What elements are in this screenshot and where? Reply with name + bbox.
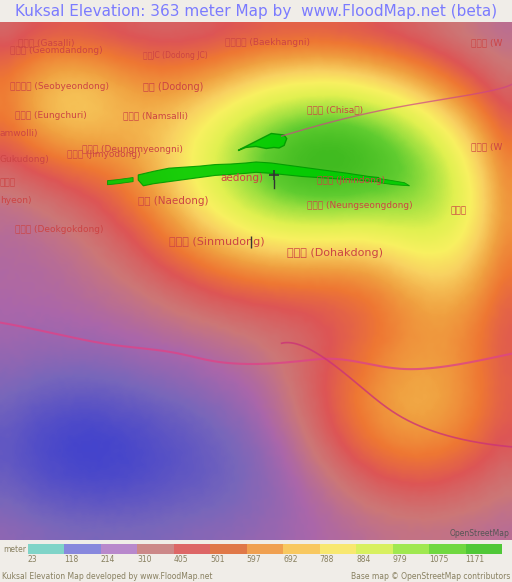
- Text: 1171: 1171: [465, 555, 485, 564]
- Text: 오작리 (Gasalli): 오작리 (Gasalli): [18, 38, 74, 47]
- Polygon shape: [379, 179, 410, 186]
- Text: 신원리 (W: 신원리 (W: [471, 142, 502, 151]
- Text: 405: 405: [174, 555, 188, 564]
- Text: Base map © OpenStreetMap contributors: Base map © OpenStreetMap contributors: [351, 572, 510, 581]
- Text: 118: 118: [65, 555, 79, 564]
- Text: 도학동 (Dohakdong): 도학동 (Dohakdong): [287, 247, 383, 258]
- Text: 진인동 (Jinindong): 진인동 (Jinindong): [317, 176, 386, 184]
- Bar: [247, 544, 283, 554]
- Bar: [137, 544, 174, 554]
- Text: 979: 979: [393, 555, 407, 564]
- Bar: [174, 544, 210, 554]
- Text: 남워리: 남워리: [0, 178, 16, 187]
- Text: 신무동 (Sinmudong): 신무동 (Sinmudong): [169, 237, 265, 247]
- Bar: [319, 544, 356, 554]
- Text: 지모동 (Jimyodong): 지모동 (Jimyodong): [67, 150, 140, 159]
- Text: aedong): aedong): [220, 172, 263, 183]
- Polygon shape: [108, 178, 133, 184]
- Text: 응추리 (Eungchuri): 응추리 (Eungchuri): [15, 111, 87, 120]
- Text: 내동 (Naedong): 내동 (Naedong): [138, 196, 209, 206]
- Polygon shape: [138, 162, 379, 186]
- Text: 692: 692: [283, 555, 298, 564]
- Text: hyeon): hyeon): [0, 196, 32, 205]
- Bar: [393, 544, 429, 554]
- Text: 501: 501: [210, 555, 225, 564]
- Text: Kuksal Elevation Map developed by www.FloodMap.net: Kuksal Elevation Map developed by www.Fl…: [2, 572, 212, 581]
- Text: 도동 (Dodong): 도동 (Dodong): [143, 82, 204, 92]
- Text: 치사리 (Chisa리): 치사리 (Chisa리): [307, 106, 364, 115]
- Text: 310: 310: [137, 555, 152, 564]
- Text: 214: 214: [101, 555, 115, 564]
- Text: 검단동 (Geomdandong): 검단동 (Geomdandong): [10, 46, 103, 55]
- Bar: [465, 544, 502, 554]
- Bar: [429, 544, 465, 554]
- Text: 덕명리 (Deungmyeongni): 덕명리 (Deungmyeongni): [82, 144, 183, 154]
- Text: 도동JC (Dodong JC): 도동JC (Dodong JC): [143, 51, 208, 61]
- Text: 23: 23: [28, 555, 37, 564]
- Text: 신력면 (W: 신력면 (W: [471, 38, 502, 47]
- Text: 788: 788: [319, 555, 334, 564]
- Bar: [356, 544, 393, 554]
- Text: OpenStreetMap: OpenStreetMap: [450, 528, 509, 538]
- Text: 낙산리 (Namsalli): 낙산리 (Namsalli): [123, 111, 188, 120]
- Text: Gukudong): Gukudong): [0, 155, 50, 164]
- Text: 884: 884: [356, 555, 371, 564]
- Text: amwolli): amwolli): [0, 129, 38, 138]
- Text: 능성동 (Neungseongdong): 능성동 (Neungseongdong): [307, 201, 413, 211]
- Bar: [210, 544, 247, 554]
- Text: 597: 597: [247, 555, 262, 564]
- Text: 덕국동 (Deokgokdong): 덕국동 (Deokgokdong): [15, 225, 104, 234]
- Bar: [101, 544, 137, 554]
- Text: 서보연동 (Seobyeondong): 서보연동 (Seobyeondong): [10, 83, 109, 91]
- Text: 1075: 1075: [429, 555, 449, 564]
- Bar: [283, 544, 319, 554]
- Bar: [65, 544, 101, 554]
- Text: 백한강닸 (Baekhangni): 백한강닸 (Baekhangni): [225, 38, 310, 47]
- Bar: [28, 544, 65, 554]
- Polygon shape: [238, 133, 287, 151]
- Text: Kuksal Elevation: 363 meter Map by  www.FloodMap.net (beta): Kuksal Elevation: 363 meter Map by www.F…: [15, 3, 497, 19]
- Text: 대한리: 대한리: [451, 207, 466, 216]
- Text: meter: meter: [3, 545, 26, 554]
